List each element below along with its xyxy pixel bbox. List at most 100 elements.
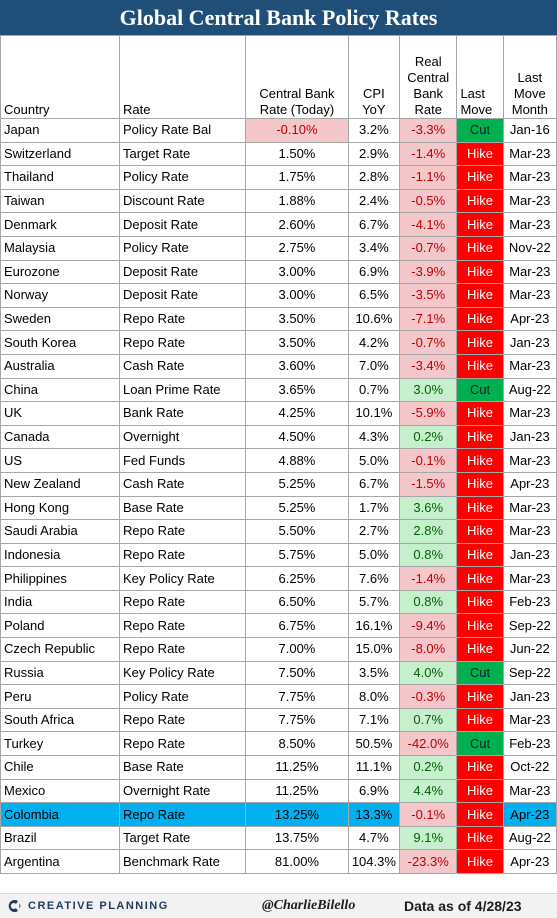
table-body: Japan Policy Rate Bal -0.10% 3.2% -3.3% Cut Ja…	[0, 118, 557, 874]
cell-rate-name: Policy Rate Bal	[118, 118, 247, 143]
cell-cb-rate: 7.75%	[245, 707, 349, 733]
table-row: Taiwan Discount Rate 1.88% 2.4% -0.5% Hike Mar…	[0, 188, 557, 214]
cell-cb-rate: 3.50%	[245, 330, 349, 355]
cell-last-move: Hike	[456, 519, 504, 544]
cell-country: Taiwan	[0, 188, 120, 214]
cell-country: Switzerland	[0, 141, 120, 167]
cell-cb-rate: 3.00%	[245, 259, 349, 285]
cell-last-move: Cut	[456, 660, 504, 686]
cell-cpi: 2.7%	[347, 519, 401, 544]
cell-rate-name: Cash Rate	[118, 471, 247, 497]
cell-real-rate: -8.0%	[399, 637, 458, 662]
cell-last-move-month: Aug-22	[502, 825, 557, 851]
table-row: South Korea Repo Rate 3.50% 4.2% -0.7% Hike Ja…	[0, 330, 557, 355]
cell-last-move: Hike	[456, 306, 504, 332]
cell-last-move: Hike	[456, 424, 504, 450]
header-row: Country Rate Central Bank Rate (Today) CP…	[0, 35, 557, 119]
cell-cb-rate: 6.25%	[245, 566, 349, 591]
cell-cpi: 6.9%	[347, 778, 401, 804]
cell-cpi: 4.7%	[347, 825, 401, 851]
header-real-rate: Real Central Bank Rate	[399, 35, 458, 119]
cell-last-move-month: Mar-23	[502, 212, 557, 237]
table-row: Thailand Policy Rate 1.75% 2.8% -1.1% Hike Mar…	[0, 165, 557, 190]
cell-cb-rate: 5.25%	[245, 495, 349, 521]
cell-last-move: Hike	[456, 637, 504, 662]
cell-country: UK	[0, 401, 120, 426]
cell-real-rate: -3.4%	[399, 353, 458, 379]
cell-country: Thailand	[0, 165, 120, 190]
header-last-move: Last Move	[456, 35, 504, 119]
cell-last-move-month: Feb-23	[502, 731, 557, 757]
brand-logo: CREATIVE PLANNING	[8, 899, 248, 913]
cell-country: India	[0, 589, 120, 615]
cell-country: South Korea	[0, 330, 120, 355]
cell-last-move: Hike	[456, 566, 504, 591]
cell-country: Sweden	[0, 306, 120, 332]
table-row: Chile Base Rate 11.25% 11.1% 0.2% Hike Oct-22	[0, 755, 557, 780]
cell-cb-rate: 3.00%	[245, 283, 349, 308]
cell-last-move: Hike	[456, 707, 504, 733]
cell-country: Czech Republic	[0, 637, 120, 662]
cell-last-move: Hike	[456, 755, 504, 780]
cell-real-rate: 0.7%	[399, 707, 458, 733]
cell-real-rate: -1.4%	[399, 141, 458, 167]
table-row: Norway Deposit Rate 3.00% 6.5% -3.5% Hike Mar-…	[0, 283, 557, 308]
table-row: Russia Key Policy Rate 7.50% 3.5% 4.0% Cut Sep…	[0, 660, 557, 686]
cell-last-move-month: Jan-16	[502, 118, 557, 143]
cell-last-move-month: Mar-23	[502, 519, 557, 544]
cell-rate-name: Target Rate	[118, 141, 247, 167]
cell-last-move-month: Feb-23	[502, 589, 557, 615]
cell-last-move-month: Jan-23	[502, 542, 557, 568]
cell-rate-name: Benchmark Rate	[118, 849, 247, 874]
table-row: South Africa Repo Rate 7.75% 7.1% 0.7% Hike Ma…	[0, 707, 557, 733]
table-row: India Repo Rate 6.50% 5.7% 0.8% Hike Feb-23	[0, 589, 557, 615]
cell-real-rate: -4.1%	[399, 212, 458, 237]
cell-cpi: 3.5%	[347, 660, 401, 686]
cell-last-move-month: Mar-23	[502, 188, 557, 214]
cell-real-rate: -0.7%	[399, 330, 458, 355]
cell-last-move: Hike	[456, 165, 504, 190]
cell-real-rate: -1.5%	[399, 471, 458, 497]
cell-last-move-month: Mar-23	[502, 353, 557, 379]
cell-country: Mexico	[0, 778, 120, 804]
cell-cb-rate: 8.50%	[245, 731, 349, 757]
cell-rate-name: Target Rate	[118, 825, 247, 851]
cell-real-rate: 2.8%	[399, 519, 458, 544]
table-row: Switzerland Target Rate 1.50% 2.9% -1.4% Hike…	[0, 141, 557, 167]
cell-cpi: 7.0%	[347, 353, 401, 379]
cell-last-move: Cut	[456, 377, 504, 403]
cell-cb-rate: 1.75%	[245, 165, 349, 190]
cell-cb-rate: 11.25%	[245, 755, 349, 780]
table-row: Argentina Benchmark Rate 81.00% 104.3% -23.3…	[0, 849, 557, 874]
cell-cb-rate: 1.88%	[245, 188, 349, 214]
header-last-move-month: Last Move Month	[502, 35, 557, 119]
cell-last-move: Hike	[456, 353, 504, 379]
cell-last-move-month: Mar-23	[502, 778, 557, 804]
table-row: Mexico Overnight Rate 11.25% 6.9% 4.4% Hike Ma…	[0, 778, 557, 804]
cell-cb-rate: 5.50%	[245, 519, 349, 544]
cell-real-rate: -3.3%	[399, 118, 458, 143]
cell-last-move-month: Apr-23	[502, 802, 557, 827]
cell-last-move-month: Mar-23	[502, 283, 557, 308]
cell-real-rate: -0.1%	[399, 448, 458, 473]
cell-cb-rate: 5.75%	[245, 542, 349, 568]
cell-real-rate: -1.1%	[399, 165, 458, 190]
cell-country: Turkey	[0, 731, 120, 757]
cell-real-rate: -23.3%	[399, 849, 458, 874]
cell-rate-name: Deposit Rate	[118, 283, 247, 308]
cell-country: US	[0, 448, 120, 473]
table-row: Saudi Arabia Repo Rate 5.50% 2.7% 2.8% Hike Ma…	[0, 519, 557, 544]
cell-real-rate: 0.8%	[399, 589, 458, 615]
cell-cb-rate: 7.75%	[245, 684, 349, 709]
cell-last-move-month: Nov-22	[502, 235, 557, 261]
cell-cb-rate: 3.60%	[245, 353, 349, 379]
cell-cpi: 2.8%	[347, 165, 401, 190]
data-date: Data as of 4/28/23	[404, 898, 522, 914]
table-row: Canada Overnight 4.50% 4.3% 0.2% Hike Jan-23	[0, 424, 557, 450]
cell-rate-name: Repo Rate	[118, 542, 247, 568]
cell-last-move-month: Mar-23	[502, 448, 557, 473]
cell-cb-rate: 4.88%	[245, 448, 349, 473]
cell-real-rate: -1.4%	[399, 566, 458, 591]
cell-rate-name: Discount Rate	[118, 188, 247, 214]
table-row: New Zealand Cash Rate 5.25% 6.7% -1.5% Hike Ap…	[0, 471, 557, 497]
